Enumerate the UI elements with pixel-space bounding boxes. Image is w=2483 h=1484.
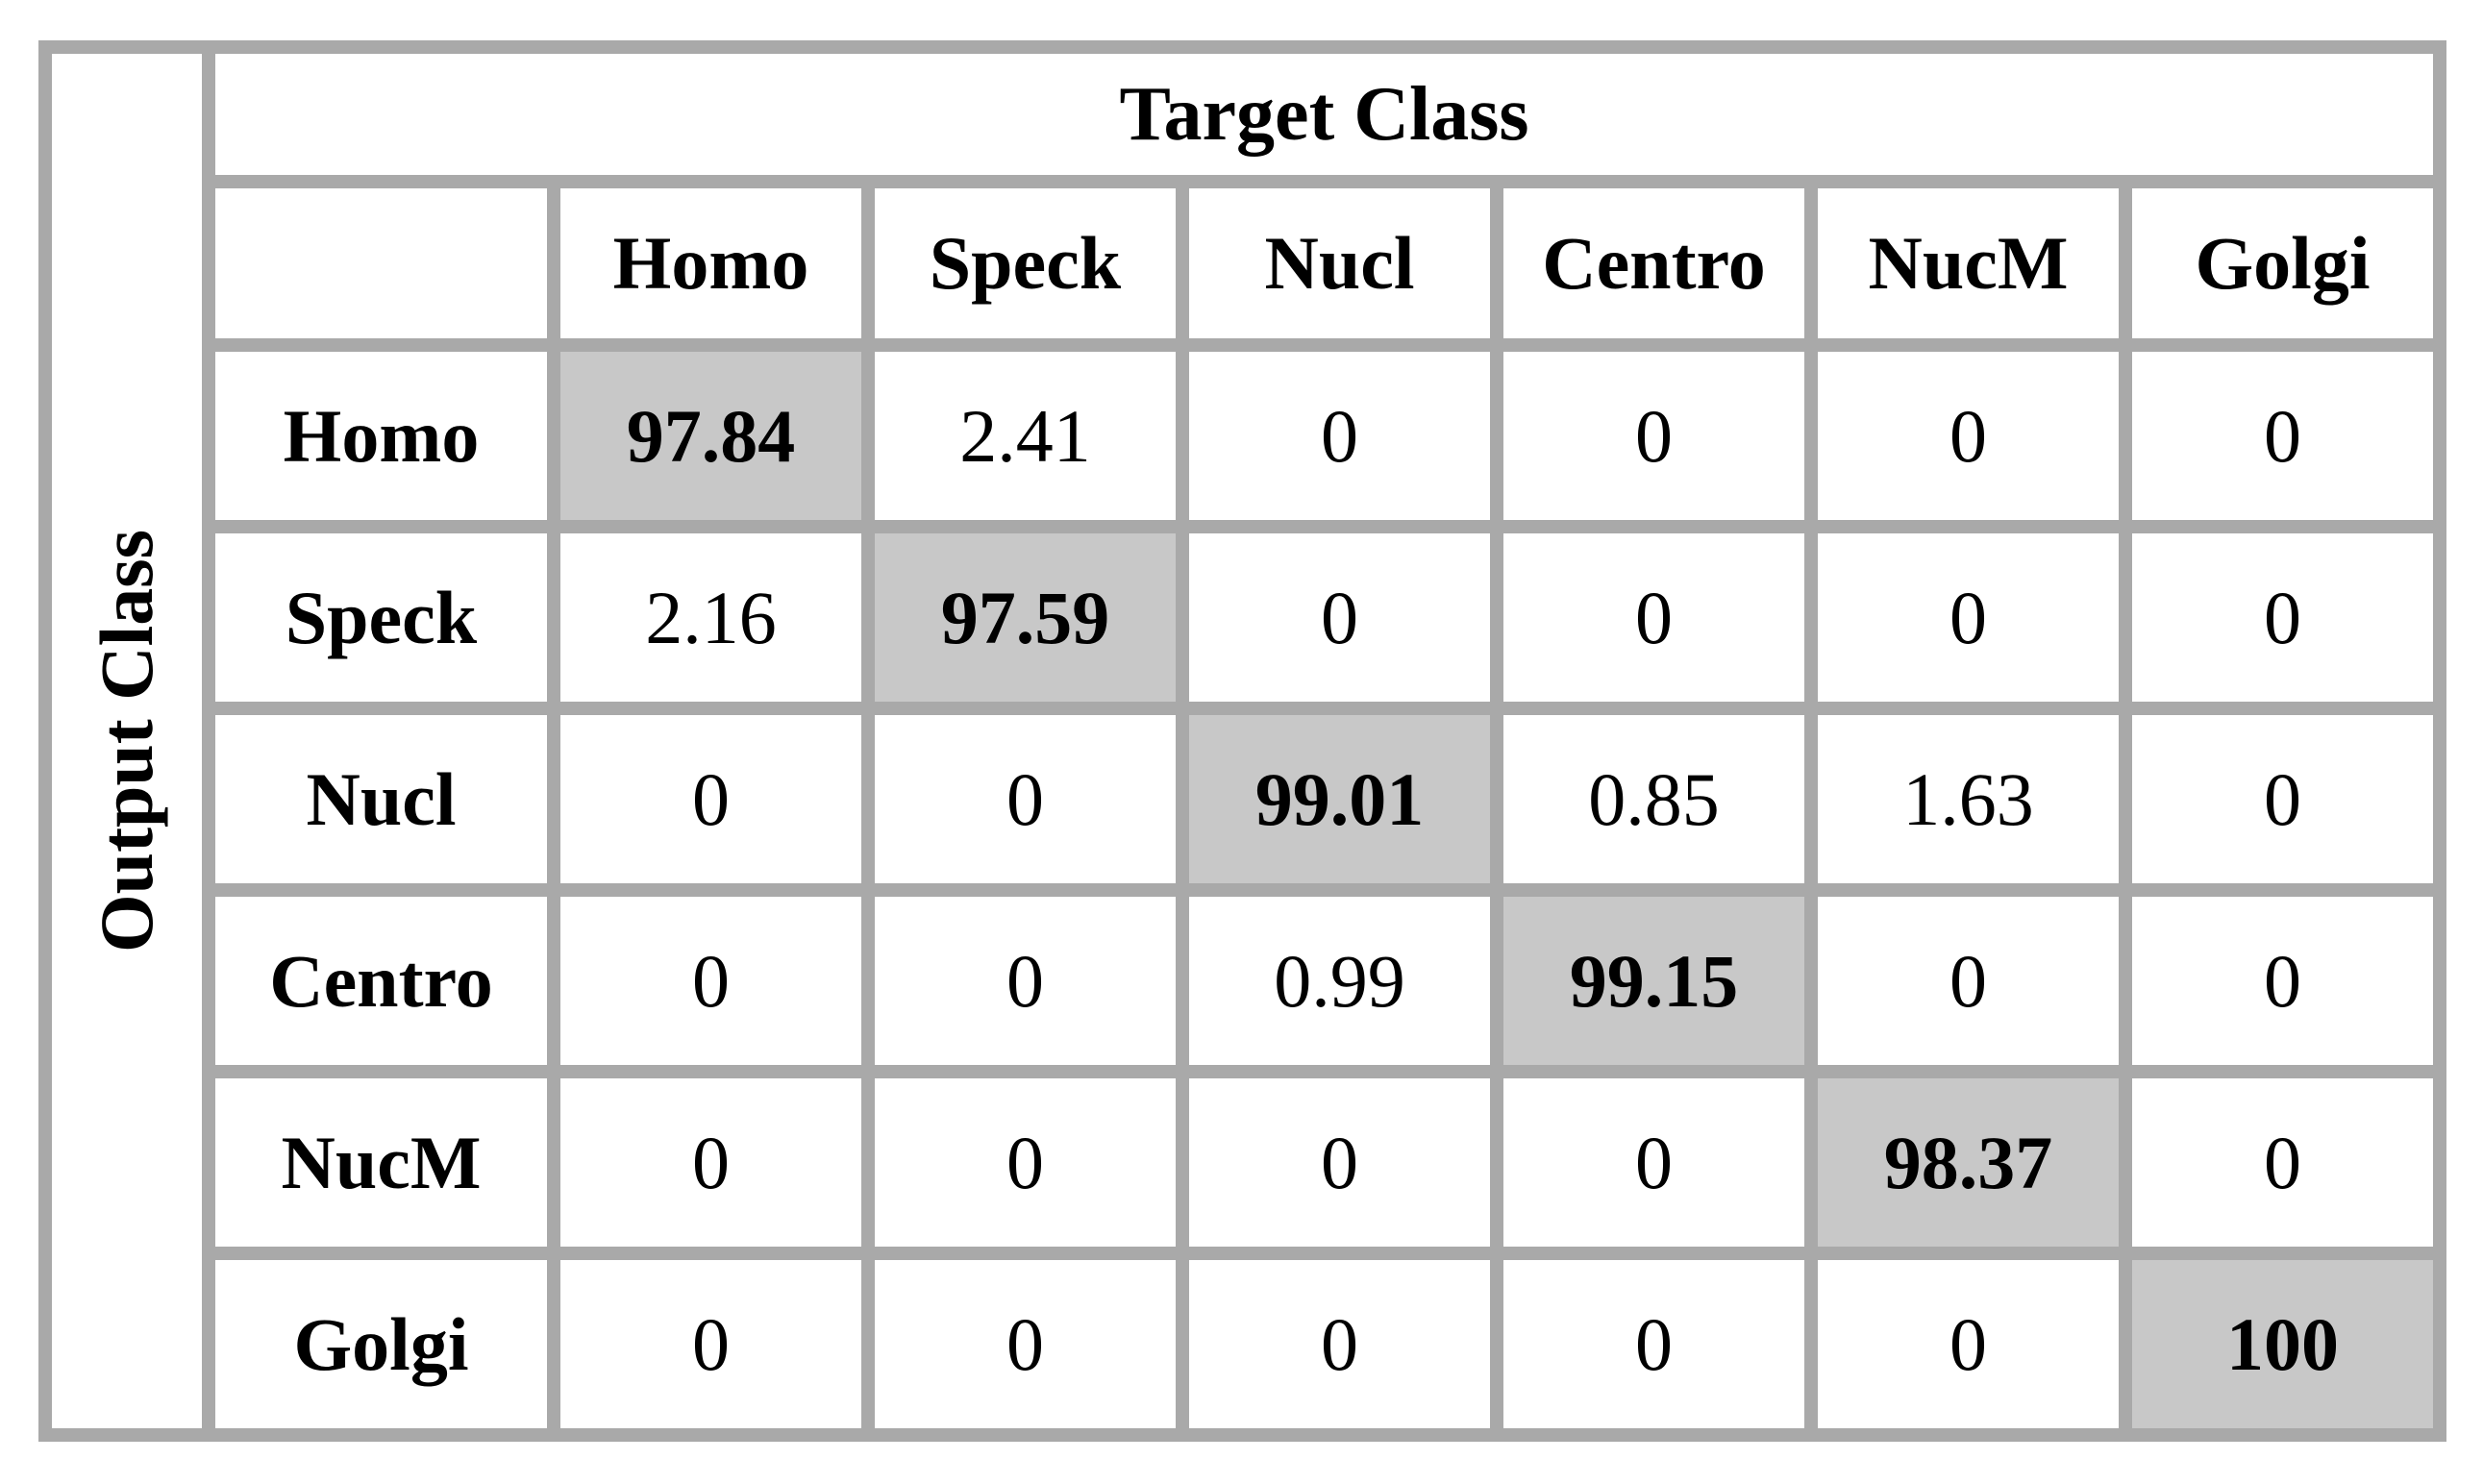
corner-spacer-cell	[215, 188, 547, 338]
matrix-cell: 0	[1503, 1078, 1804, 1247]
col-header-speck: Speck	[875, 188, 1176, 338]
matrix-cell: 0	[1503, 352, 1804, 520]
output-class-axis-cell: Output Class	[52, 54, 202, 1428]
matrix-cell: 0	[1503, 533, 1804, 702]
matrix-cell: 0	[1503, 1260, 1804, 1428]
matrix-cell: 2.41	[875, 352, 1176, 520]
row-label-nucm: NucM	[215, 1078, 547, 1247]
matrix-cell: 0.99	[1189, 897, 1490, 1065]
matrix-cell: 1.63	[1818, 715, 2119, 883]
matrix-cell: 0	[560, 715, 861, 883]
matrix-cell: 0	[2132, 533, 2433, 702]
row-label-speck: Speck	[215, 533, 547, 702]
col-header-homo: Homo	[560, 188, 861, 338]
matrix-cell: 99.15	[1503, 897, 1804, 1065]
matrix-cell: 97.59	[875, 533, 1176, 702]
matrix-cell: 0	[875, 897, 1176, 1065]
row-label-nucl: Nucl	[215, 715, 547, 883]
matrix-cell: 0	[560, 897, 861, 1065]
matrix-cell: 0	[2132, 715, 2433, 883]
matrix-cell: 0	[1818, 533, 2119, 702]
matrix-cell: 0	[1189, 1260, 1490, 1428]
matrix-cell: 0.85	[1503, 715, 1804, 883]
matrix-cell: 98.37	[1818, 1078, 2119, 1247]
matrix-cell: 0	[875, 1078, 1176, 1247]
matrix-cell: 100	[2132, 1260, 2433, 1428]
matrix-cell: 0	[560, 1078, 861, 1247]
col-header-golgi: Golgi	[2132, 188, 2433, 338]
matrix-cell: 0	[1189, 1078, 1490, 1247]
row-label-homo: Homo	[215, 352, 547, 520]
matrix-cell: 0	[1818, 897, 2119, 1065]
output-class-label: Output Class	[85, 530, 168, 952]
matrix-cell: 0	[875, 1260, 1176, 1428]
col-header-nucl: Nucl	[1189, 188, 1490, 338]
target-class-header: Target Class	[215, 54, 2433, 175]
matrix-cell: 0	[1189, 533, 1490, 702]
col-header-nucm: NucM	[1818, 188, 2119, 338]
matrix-cell: 97.84	[560, 352, 861, 520]
matrix-cell: 0	[2132, 352, 2433, 520]
matrix-cell: 0	[560, 1260, 861, 1428]
confusion-matrix-table: Output Class Target Class Homo Speck Nuc…	[38, 40, 2446, 1442]
matrix-cell: 0	[1189, 352, 1490, 520]
row-label-centro: Centro	[215, 897, 547, 1065]
matrix-cell: 0	[875, 715, 1176, 883]
row-label-golgi: Golgi	[215, 1260, 547, 1428]
target-class-label: Target Class	[1119, 72, 1529, 157]
matrix-cell: 99.01	[1189, 715, 1490, 883]
matrix-cell: 2.16	[560, 533, 861, 702]
matrix-cell: 0	[1818, 1260, 2119, 1428]
col-header-centro: Centro	[1503, 188, 1804, 338]
matrix-cell: 0	[1818, 352, 2119, 520]
matrix-cell: 0	[2132, 1078, 2433, 1247]
matrix-cell: 0	[2132, 897, 2433, 1065]
